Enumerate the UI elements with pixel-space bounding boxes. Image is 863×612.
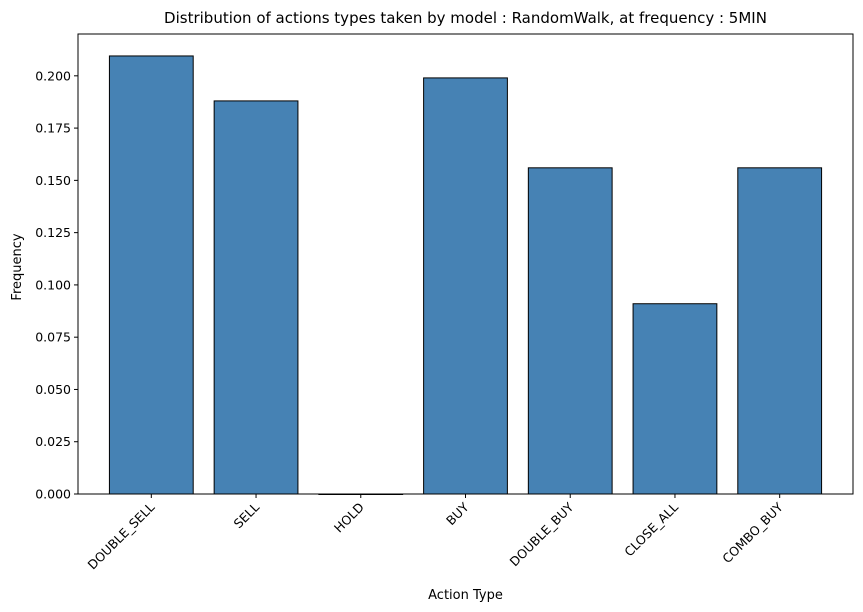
y-tick-label: 0.175 [35, 121, 71, 136]
bar-buy [423, 77, 508, 495]
y-tick-label: 0.025 [35, 434, 71, 449]
bar-sell [213, 100, 299, 495]
y-tick-label: 0.075 [35, 330, 71, 345]
x-tick-label: HOLD [331, 500, 367, 536]
bar-combo-buy [737, 167, 823, 495]
y-axis-label: Frequency [10, 233, 25, 300]
y-tick-label: 0.150 [35, 173, 71, 188]
x-axis-label: Action Type [428, 588, 503, 603]
x-tick-label: BUY [443, 499, 472, 528]
chart-title: Distribution of actions types taken by m… [164, 9, 767, 27]
plot-frame [77, 33, 854, 495]
x-tick-label: SELL [231, 499, 263, 531]
bar-close-all [632, 303, 718, 495]
x-tick-label: DOUBLE_SELL [85, 499, 158, 572]
x-tick-label: COMBO_BUY [719, 499, 786, 566]
y-tick-label: 0.100 [35, 277, 71, 292]
y-axis-ticks: 0.000 0.025 0.050 0.075 0.100 0.125 0.150 0.175… [35, 68, 78, 502]
x-tick-label: DOUBLE_BUY [507, 499, 577, 569]
bars-group [108, 55, 823, 495]
x-axis-ticks: DOUBLE_SELL SELL HOLD BUY DOUBLE_BUY CLOSE_AL… [85, 494, 786, 572]
x-tick-label: CLOSE_ALL [621, 499, 681, 559]
bar-double-sell [108, 55, 194, 495]
y-tick-label: 0.050 [35, 382, 71, 397]
y-tick-label: 0.125 [35, 225, 71, 240]
bar-double-buy [527, 167, 613, 495]
y-tick-label: 0.200 [35, 68, 71, 83]
y-tick-label: 0.000 [35, 487, 71, 502]
